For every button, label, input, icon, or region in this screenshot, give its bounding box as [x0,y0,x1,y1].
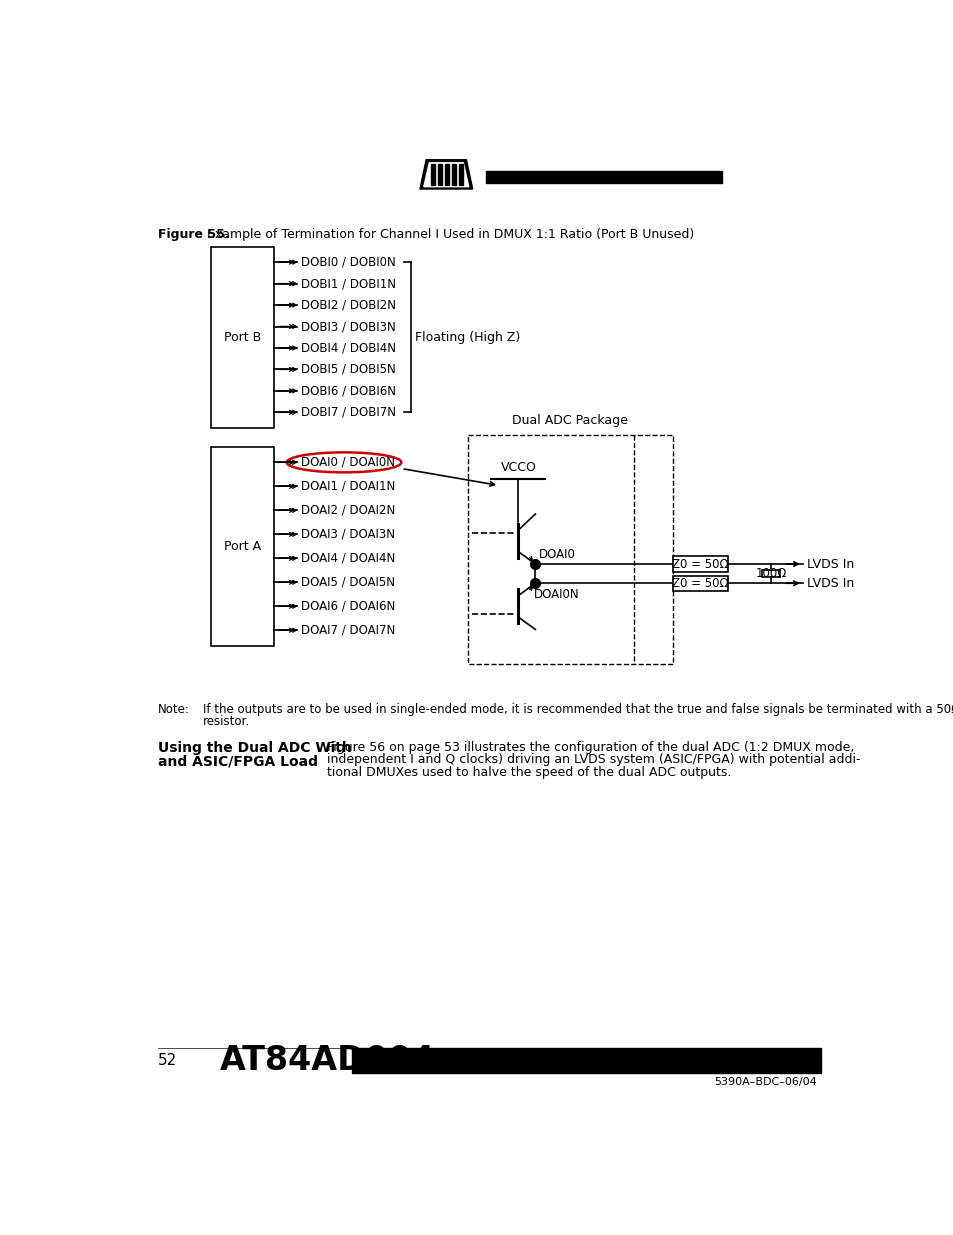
Text: DOBI5 / DOBI5N: DOBI5 / DOBI5N [300,363,395,375]
Text: DOAI4 / DOAI4N: DOAI4 / DOAI4N [300,552,395,564]
Polygon shape [423,163,468,186]
Bar [458,163,462,185]
Text: Figure 55.: Figure 55. [158,228,230,241]
Text: Z0 = 50Ω: Z0 = 50Ω [672,577,728,590]
Bar [211,247,274,427]
Bar [672,576,728,592]
Text: DOBI2 / DOBI2N: DOBI2 / DOBI2N [300,299,395,311]
Text: DOAI2 / DOAI2N: DOAI2 / DOAI2N [300,504,395,516]
Text: DOBI4 / DOBI4N: DOBI4 / DOBI4N [300,341,395,354]
Text: Z0 = 50Ω: Z0 = 50Ω [672,557,728,571]
Text: Dual ADC Package: Dual ADC Package [512,414,628,427]
Text: VCCO: VCCO [500,461,536,474]
Text: Figure 56 on page 53 illustrates the configuration of the dual ADC (1:2 DMUX mod: Figure 56 on page 53 illustrates the con… [327,741,854,755]
Text: independent I and Q clocks) driving an LVDS system (ASIC/FPGA) with potential ad: independent I and Q clocks) driving an L… [327,753,860,767]
Text: LVDS In: LVDS In [806,557,853,571]
Text: Floating (High Z): Floating (High Z) [415,331,520,343]
Text: 5390A–BDC–06/04: 5390A–BDC–06/04 [713,1077,816,1087]
Text: DOAI0N: DOAI0N [534,588,578,600]
Bar [211,447,274,646]
Text: DOAI6 / DOAI6N: DOAI6 / DOAI6N [300,600,395,613]
Bar [444,163,448,185]
Text: Port B: Port B [224,331,261,343]
Bar [485,170,721,183]
Text: Port A: Port A [224,540,261,553]
Text: 52: 52 [158,1053,177,1068]
Bar [672,556,728,572]
Text: DOAI5 / DOAI5N: DOAI5 / DOAI5N [300,576,395,589]
Bar [468,435,672,664]
Bar [452,163,456,185]
Bar [761,571,779,577]
Text: tional DMUXes used to halve the speed of the dual ADC outputs.: tional DMUXes used to halve the speed of… [327,766,731,779]
Text: DOAI7 / DOAI7N: DOAI7 / DOAI7N [300,624,395,637]
Text: DOBI3 / DOBI3N: DOBI3 / DOBI3N [300,320,395,333]
Text: 100Ω: 100Ω [755,567,786,580]
Text: resistor.: resistor. [203,715,250,727]
Text: Note:: Note: [158,703,190,715]
Text: DOBI0 / DOBI0N: DOBI0 / DOBI0N [300,256,395,269]
Text: Using the Dual ADC With: Using the Dual ADC With [158,741,352,755]
Bar [352,1049,820,1073]
Text: DOBI6 / DOBI6N: DOBI6 / DOBI6N [300,384,395,398]
Text: DOBI7 / DOBI7N: DOBI7 / DOBI7N [300,406,395,419]
Text: DOAI1 / DOAI1N: DOAI1 / DOAI1N [300,480,395,493]
Bar [431,163,435,185]
Text: AT84AD004: AT84AD004 [220,1044,435,1077]
Text: and ASIC/FPGA Load: and ASIC/FPGA Load [158,755,317,769]
Polygon shape [419,159,472,189]
Text: DOAI0: DOAI0 [538,548,576,561]
Bar [437,163,441,185]
Text: DOAI0 / DOAI0N: DOAI0 / DOAI0N [300,456,395,469]
Text: If the outputs are to be used in single-ended mode, it is recommended that the t: If the outputs are to be used in single-… [203,703,953,715]
Text: DOAI3 / DOAI3N: DOAI3 / DOAI3N [300,527,395,541]
Text: DOBI1 / DOBI1N: DOBI1 / DOBI1N [300,277,395,290]
Text: LVDS In: LVDS In [806,577,853,590]
Text: Example of Termination for Channel I Used in DMUX 1:1 Ratio (Port B Unused): Example of Termination for Channel I Use… [207,228,694,241]
